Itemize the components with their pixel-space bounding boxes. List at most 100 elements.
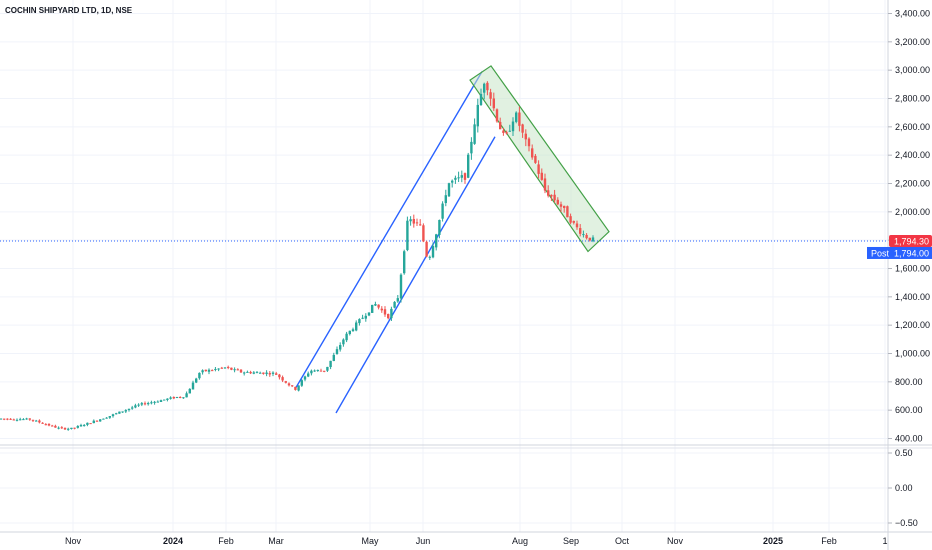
candle bbox=[99, 419, 102, 422]
price-tick-label: 2,800.00 bbox=[895, 94, 930, 104]
candle bbox=[486, 81, 489, 96]
candle bbox=[281, 375, 284, 383]
candle-body bbox=[92, 420, 95, 424]
candle bbox=[547, 185, 550, 198]
candle bbox=[511, 117, 515, 136]
candle bbox=[460, 170, 463, 183]
ascending-channel-lower bbox=[335, 136, 496, 414]
candle bbox=[233, 367, 236, 373]
candle bbox=[377, 304, 380, 310]
candle-body bbox=[156, 401, 159, 403]
candle bbox=[252, 371, 255, 375]
candle bbox=[428, 255, 431, 260]
candle-body bbox=[467, 154, 470, 178]
price-tick-label: 3,000.00 bbox=[895, 65, 930, 75]
price-axis[interactable]: 3,400.00 3,200.00 3,000.00 2,800.00 2,600.00… bbox=[888, 9, 930, 444]
candle bbox=[243, 371, 246, 376]
candle-body bbox=[435, 234, 438, 248]
candle bbox=[124, 409, 127, 414]
time-tick-label: 1 bbox=[882, 536, 887, 546]
candle-body bbox=[70, 427, 73, 430]
candle bbox=[127, 408, 131, 412]
candle-body bbox=[521, 124, 524, 133]
candle-body bbox=[505, 132, 508, 134]
candle bbox=[15, 418, 19, 422]
price-tick-label: 1,200.00 bbox=[895, 320, 930, 330]
candle bbox=[396, 294, 399, 303]
candle-body bbox=[268, 373, 271, 375]
candle-body bbox=[463, 173, 467, 180]
candle-body bbox=[527, 138, 531, 147]
candle bbox=[422, 223, 425, 243]
candle bbox=[22, 418, 25, 421]
candle-body bbox=[550, 194, 553, 197]
candle-body bbox=[236, 369, 239, 371]
candle bbox=[239, 369, 243, 373]
candle bbox=[495, 108, 499, 123]
candle-body bbox=[502, 130, 505, 133]
candle bbox=[262, 372, 265, 375]
candle-body bbox=[121, 411, 124, 413]
candle bbox=[476, 98, 479, 133]
time-axis[interactable]: Nov 2024 Feb Mar May Jun Aug Sep Oct Nov 2025 Feb 1 bbox=[65, 536, 888, 546]
candle bbox=[35, 419, 38, 422]
candle bbox=[38, 419, 41, 424]
candle-body bbox=[259, 372, 262, 374]
price-tick-label: 2,600.00 bbox=[895, 122, 930, 132]
candle bbox=[156, 400, 159, 403]
candle-body bbox=[479, 93, 483, 106]
candle-body bbox=[60, 427, 63, 429]
candle bbox=[316, 369, 319, 372]
candle-body bbox=[470, 141, 473, 154]
candle-body bbox=[0, 418, 3, 420]
candle-body bbox=[486, 82, 489, 91]
indicator-axis[interactable]: 0.50 0.00 −0.50 bbox=[888, 448, 918, 528]
candle bbox=[556, 197, 559, 206]
candle-body bbox=[396, 298, 399, 302]
candle-body bbox=[73, 427, 76, 429]
candle bbox=[191, 380, 195, 390]
drawing-tools[interactable] bbox=[0, 65, 888, 414]
candle-body bbox=[399, 274, 403, 299]
candle-body bbox=[438, 219, 441, 235]
candle-body bbox=[76, 426, 79, 428]
candle-body bbox=[524, 133, 527, 140]
candle-body bbox=[297, 385, 300, 391]
candle-body bbox=[457, 177, 460, 179]
candle bbox=[9, 418, 12, 420]
candle-body bbox=[278, 374, 281, 378]
candle-body bbox=[3, 418, 6, 420]
candle-body bbox=[163, 399, 166, 401]
candle bbox=[28, 418, 31, 421]
candle bbox=[310, 369, 313, 376]
candle-body bbox=[454, 177, 457, 180]
candle bbox=[524, 129, 527, 147]
candle-body bbox=[300, 380, 303, 386]
candle bbox=[73, 427, 76, 430]
candle-body bbox=[102, 418, 105, 420]
time-tick-label: 2025 bbox=[763, 536, 783, 546]
candle-body bbox=[451, 180, 454, 183]
candle bbox=[569, 213, 572, 225]
candle bbox=[579, 224, 582, 237]
candle-body bbox=[316, 369, 319, 371]
candle-body bbox=[22, 419, 25, 421]
candle bbox=[351, 327, 355, 332]
candle-body bbox=[198, 372, 201, 379]
candle-body bbox=[134, 405, 137, 408]
symbol-title: COCHIN SHIPYARD LTD, 1D, NSE bbox=[5, 6, 133, 15]
candle-body bbox=[361, 317, 364, 319]
candle-body bbox=[332, 354, 335, 361]
candle bbox=[303, 375, 307, 382]
candle bbox=[140, 402, 143, 407]
candle-body bbox=[79, 425, 83, 427]
time-tick-label: Aug bbox=[512, 536, 528, 546]
candle bbox=[271, 371, 275, 377]
candle-body bbox=[588, 237, 591, 241]
candle bbox=[211, 369, 214, 372]
candle bbox=[83, 423, 86, 427]
candle-body bbox=[371, 304, 374, 313]
